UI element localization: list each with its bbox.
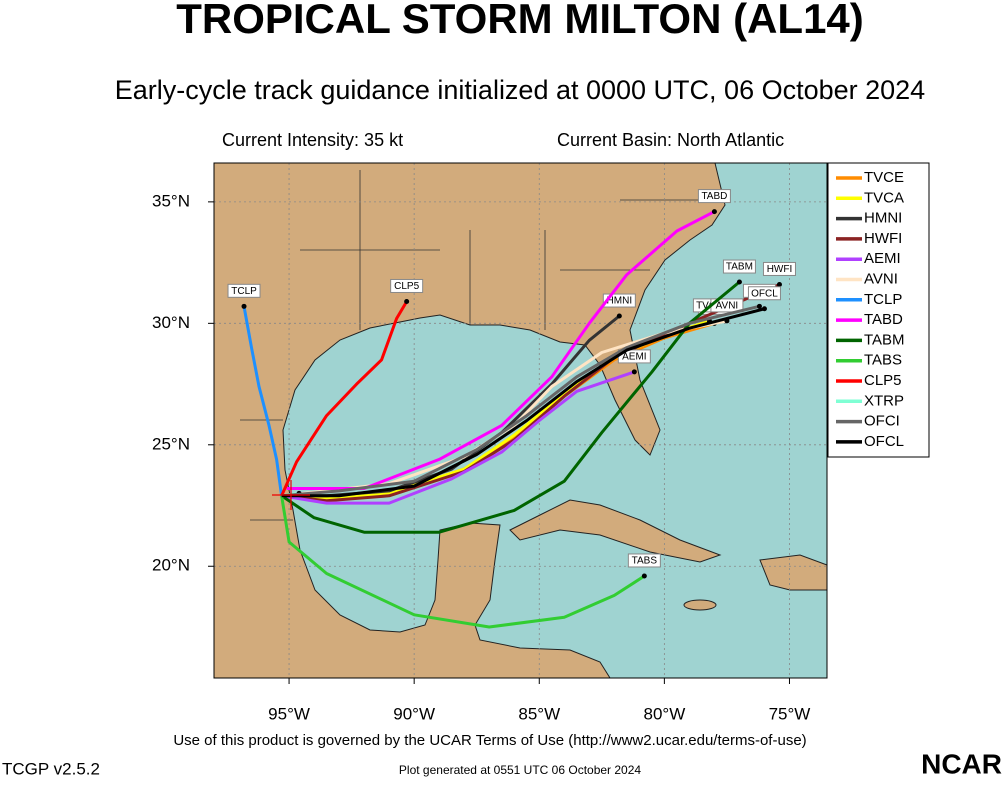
track-tag-label: HWFI [767,264,793,275]
track-end [761,306,767,312]
track-tag: OFCL [747,286,781,301]
y-tick-label: 30°N [152,313,190,332]
track-end [631,369,637,375]
legend-label: TVCE [864,169,904,186]
track-tag: TCLP [227,283,261,298]
track-tag: TABS [627,553,661,568]
track [281,307,765,498]
grid [214,163,827,678]
track-tag-label: CLP5 [394,281,419,292]
x-tick-label: 80°W [643,704,685,723]
map-frame [213,162,828,679]
x-tick-label: 85°W [518,704,560,723]
borders [240,170,700,521]
title: TROPICAL STORM MILTON (AL14) [176,0,864,42]
version: TCGP v2.5.2 [2,759,100,778]
track-tag: TABD [697,189,731,204]
track-end [711,209,717,215]
track-end [641,573,647,579]
track [281,370,635,505]
track-tag-box [602,293,636,308]
track-tag-box [722,259,756,274]
track [280,280,741,534]
jamaica [683,599,717,611]
legend-label: TVCA [864,189,904,206]
map [213,162,828,679]
track-tag-label: AEMI [622,352,646,363]
track [281,304,760,498]
legend-label: OFCI [864,413,900,430]
track-tag-label: TABM [726,262,753,273]
current-position [272,480,310,510]
x-tick-label: 75°W [769,704,811,723]
track-end [404,298,410,304]
track-tag-box [627,553,661,568]
land [213,162,726,679]
track [242,306,284,497]
track-tag-label: TCLP [231,286,257,297]
track [286,210,716,490]
basin: Current Basin: North Atlantic [557,130,784,150]
legend-items: TVCE TVCA HMNI HWFI AEMI AVNI TCLP TABD TABM TABS… [836,169,905,450]
track-tag-box [762,261,796,276]
track-tag-label: HMNI [607,296,633,307]
track-end [776,281,782,287]
track-tag: CLP5 [390,278,424,293]
legend [827,162,930,458]
cuba [509,499,722,563]
track-tag-label: OFCL [751,288,778,299]
track [280,495,646,629]
track-tag-box [697,189,731,204]
terms: Use of this product is governed by the U… [173,732,806,749]
y-tick-label: 35°N [152,191,190,210]
track-tag: HWFI [762,261,796,276]
tracks: TVCETVCAHMNIHWFIAEMIAVNITCLPTABDTABMTABS… [227,189,796,629]
subtitle: Early-cycle track guidance initialized a… [115,75,925,105]
intensity: Current Intensity: 35 kt [222,130,403,150]
legend-label: OFCL [864,433,904,450]
track-tag-label: TABD [701,191,727,202]
x-tick-label: 95°W [268,704,310,723]
track-tag-label: TABS [632,556,658,567]
track-tag-box [227,283,261,298]
legend-label: TABM [864,331,905,348]
track-end [756,303,762,309]
y-tick-label: 20°N [152,556,190,575]
track-tag-box [747,286,781,301]
x-tick-label: 90°W [393,704,435,723]
logo: NCAR [921,748,1002,779]
track-tag: HMNI [602,293,636,308]
legend-label: AVNI [864,270,898,287]
generated: Plot generated at 0551 UTC 06 October 20… [399,763,641,777]
track-tag: TABM [722,259,756,274]
track-tag-box [390,278,424,293]
legend-label: HWFI [864,230,902,247]
legend-label: TCLP [864,291,902,308]
legend-label: HMNI [864,210,902,227]
legend-label: XTRP [864,392,904,409]
legend-label: CLP5 [864,372,902,389]
track [280,300,408,497]
legend-label: TABS [864,352,902,369]
track-end [616,313,622,319]
legend-label: AEMI [864,250,901,267]
track-end [736,279,742,285]
y-tick-label: 25°N [152,434,190,453]
legend-label: TABD [864,311,903,328]
track-end [241,303,247,309]
track-tag-label: AVNI [716,301,739,312]
